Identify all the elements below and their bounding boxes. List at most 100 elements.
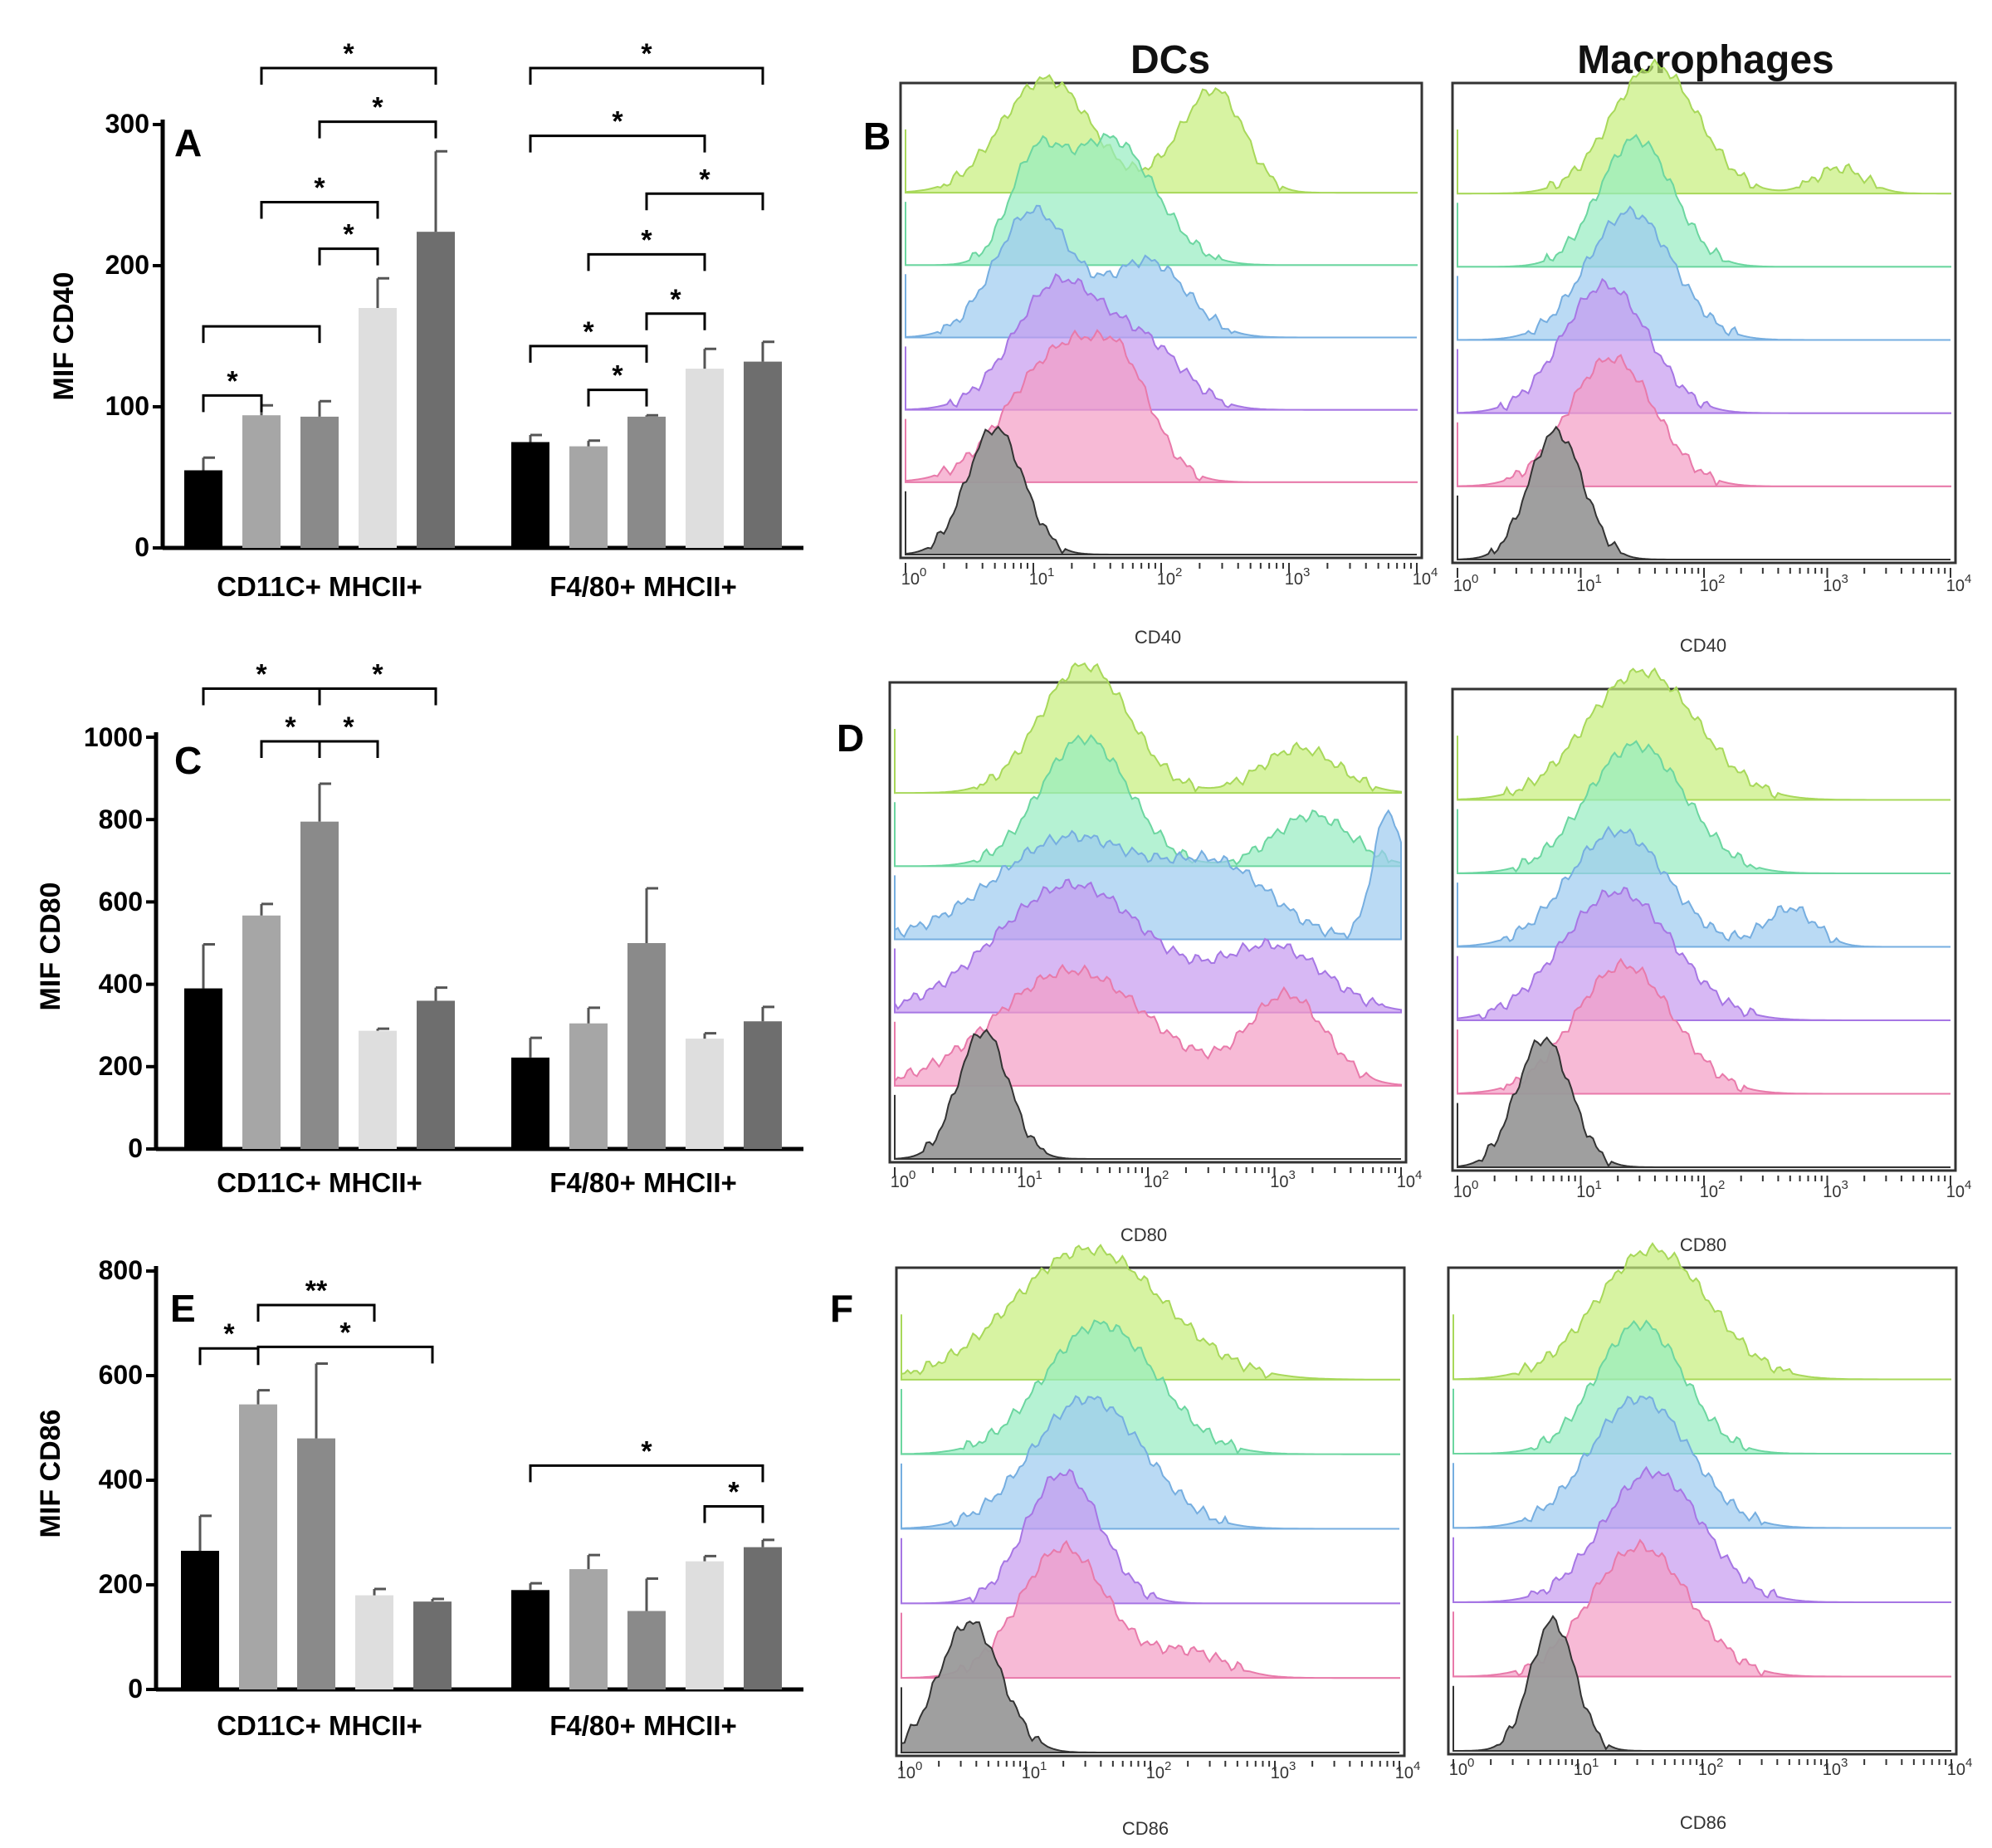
bar — [297, 1438, 335, 1689]
y-tick-label: 800 — [99, 804, 143, 834]
y-tick-label: 1000 — [84, 722, 143, 752]
bar — [569, 1023, 608, 1149]
y-tick-label: 600 — [99, 887, 143, 917]
x-axis-label: CD80 — [1120, 1225, 1167, 1245]
significance-label: * — [285, 711, 296, 743]
error-bar — [645, 413, 658, 417]
histogram-curve — [905, 74, 1418, 194]
histogram-curve — [894, 734, 1402, 868]
bar-chart-cd86: E MIF CD86 0 200 400 600 800 CD11C+ MHCI… — [35, 1255, 803, 1741]
histogram-macrophages: CD40 100 101 102 103 104 — [1451, 58, 1971, 656]
significance-bracket — [256, 1303, 376, 1322]
bar — [686, 1561, 724, 1689]
bar — [359, 308, 397, 548]
histogram-curve — [1457, 1036, 1950, 1168]
error-bar — [587, 1553, 600, 1570]
error-bar — [434, 149, 447, 232]
significance-label: * — [256, 658, 267, 690]
histogram-curve — [901, 1468, 1400, 1605]
y-tick-label: 200 — [99, 1051, 143, 1081]
error-bar — [202, 456, 215, 471]
x-axis-label: CD80 — [1680, 1234, 1726, 1255]
histogram-panel-cd40: B CD40 100 101 102 103 104 CD40 100 101 102 103… — [863, 58, 1971, 656]
bar — [627, 416, 666, 548]
error-bar — [529, 1582, 542, 1591]
y-tick-label: 800 — [99, 1255, 143, 1285]
significance-label: * — [227, 365, 238, 397]
error-bar — [376, 1027, 389, 1031]
significance-bracket — [529, 345, 648, 363]
bar-chart-cd80: C MIF CD80 0 200 400 600 800 1000 CD11C+… — [35, 658, 803, 1198]
bar — [511, 1590, 549, 1689]
error-bar — [260, 902, 273, 916]
histogram-panel-cd80: D CD80 100 101 102 103 104 CD80 100 101 102 103… — [837, 662, 1971, 1255]
bar — [181, 1551, 219, 1689]
bar — [744, 1021, 782, 1149]
histogram-curve — [1457, 354, 1951, 487]
error-bar — [703, 1554, 716, 1562]
histogram-curve — [1457, 887, 1950, 1021]
error-bar — [376, 276, 389, 308]
significance-label: * — [372, 658, 383, 690]
error-bar — [761, 1005, 774, 1022]
bar — [300, 416, 339, 548]
significance-bracket — [260, 201, 379, 219]
significance-bracket — [587, 252, 706, 271]
y-tick-label: 200 — [105, 250, 149, 280]
significance-label: * — [641, 1435, 652, 1467]
x-category-label: CD11C+ MHCII+ — [217, 571, 422, 602]
bar — [511, 1057, 549, 1149]
significance-bracket — [318, 740, 379, 758]
error-bar — [318, 399, 331, 417]
error-bar — [703, 347, 716, 369]
histogram-macrophages: CD86 100 101 102 103 104 — [1447, 1242, 1972, 1833]
histogram-curve — [1452, 1615, 1951, 1752]
histogram-curve — [901, 1319, 1400, 1455]
bar — [355, 1595, 393, 1689]
histogram-curve — [901, 1395, 1399, 1530]
error-bar — [587, 1006, 600, 1024]
bar — [300, 821, 339, 1149]
bar — [744, 361, 782, 548]
bar — [417, 1000, 455, 1149]
significance-bracket — [529, 66, 764, 85]
significance-bracket — [587, 389, 648, 407]
bar — [627, 1611, 666, 1689]
significance-label: * — [641, 224, 652, 256]
panel-letter-e: E — [170, 1287, 196, 1330]
panel-letter-a: A — [174, 121, 202, 164]
significance-bracket — [318, 247, 379, 266]
histogram-curve — [1452, 1319, 1951, 1454]
bar — [686, 369, 724, 548]
y-tick-label: 200 — [99, 1569, 143, 1599]
histogram-panel-cd86: F CD86 100 101 102 103 104 CD86 100 101 102 103… — [830, 1242, 1972, 1839]
error-bar — [761, 1538, 774, 1547]
x-axis-label: CD86 — [1680, 1812, 1726, 1833]
bar — [627, 943, 666, 1149]
y-axis-label: MIF CD86 — [35, 1410, 66, 1538]
histogram-curve — [1452, 1396, 1951, 1529]
bar — [239, 1404, 277, 1689]
y-tick-label: 400 — [99, 1464, 143, 1494]
histogram-curve — [905, 425, 1417, 555]
error-bar — [645, 887, 658, 943]
y-tick-label: 0 — [134, 532, 149, 562]
error-bar — [434, 986, 447, 1001]
significance-label: * — [728, 1477, 740, 1508]
histogram-curve — [894, 878, 1402, 1014]
significance-label: * — [314, 173, 325, 204]
significance-bracket — [529, 1464, 764, 1483]
histogram-frame — [888, 681, 1408, 1164]
significance-label: ** — [305, 1275, 328, 1307]
x-category-label: F4/80+ MHCII+ — [549, 1167, 737, 1198]
histogram-curve — [1457, 205, 1950, 341]
significance-bracket — [198, 1347, 260, 1366]
bar — [686, 1039, 724, 1149]
y-axis-label: MIF CD80 — [35, 882, 66, 1011]
significance-bracket — [202, 687, 321, 706]
histogram-curve — [1457, 58, 1951, 195]
significance-label: * — [699, 164, 710, 195]
bar — [242, 415, 281, 548]
error-bar — [645, 1577, 658, 1611]
